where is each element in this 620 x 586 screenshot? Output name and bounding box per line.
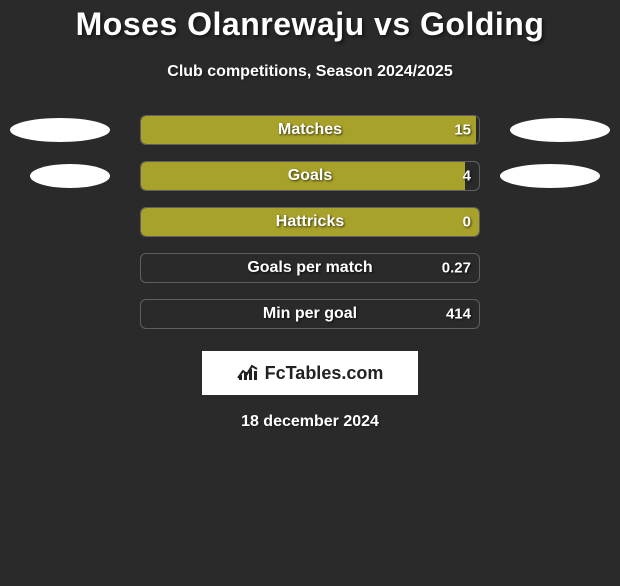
- stat-value: 0: [463, 214, 471, 231]
- stat-value: 15: [454, 122, 471, 139]
- stat-row: Min per goal 414: [0, 291, 620, 337]
- stat-value: 4: [463, 168, 471, 185]
- stat-bar: Matches 15: [140, 115, 480, 145]
- subtitle: Club competitions, Season 2024/2025: [0, 63, 620, 81]
- stat-bar: Min per goal 414: [140, 299, 480, 329]
- chart-icon: [237, 361, 259, 386]
- stat-row: Matches 15: [0, 107, 620, 153]
- stat-label: Matches: [278, 121, 342, 139]
- stat-label: Goals per match: [247, 259, 372, 277]
- stat-bar: Hattricks 0: [140, 207, 480, 237]
- date: 18 december 2024: [0, 413, 620, 431]
- stat-value: 0.27: [442, 260, 471, 277]
- left-ellipse: [10, 118, 110, 142]
- logo-text: FcTables.com: [265, 363, 384, 384]
- stat-value: 414: [446, 306, 471, 323]
- right-ellipse: [500, 164, 600, 188]
- right-ellipse: [510, 118, 610, 142]
- logo-box: FcTables.com: [202, 351, 418, 395]
- stat-bar: Goals per match 0.27: [140, 253, 480, 283]
- stat-row: Goals per match 0.27: [0, 245, 620, 291]
- stat-label: Hattricks: [276, 213, 344, 231]
- stat-row: Goals 4: [0, 153, 620, 199]
- stat-bar: Goals 4: [140, 161, 480, 191]
- page-title: Moses Olanrewaju vs Golding: [0, 6, 620, 43]
- left-ellipse: [30, 164, 110, 188]
- stat-label: Min per goal: [263, 305, 357, 323]
- stats-container: Matches 15 Goals 4 Hattricks 0 Goals per match…: [0, 107, 620, 337]
- stat-label: Goals: [288, 167, 332, 185]
- stat-row: Hattricks 0: [0, 199, 620, 245]
